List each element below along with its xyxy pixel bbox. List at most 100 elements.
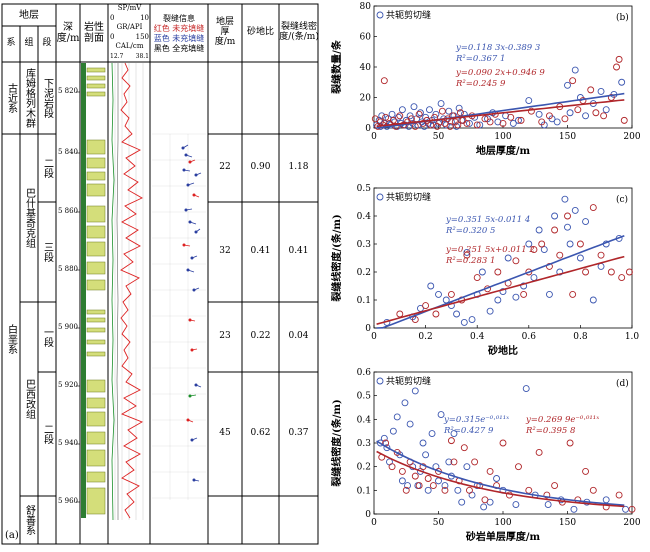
row-density: 0.41 (288, 246, 309, 257)
blue-point (398, 106, 406, 114)
red-point (587, 86, 595, 94)
row-density: 1.18 (288, 162, 309, 173)
blue-point (551, 212, 559, 220)
red-point (618, 274, 626, 282)
panel-label: (c) (616, 194, 628, 205)
fit-line-red (376, 255, 625, 325)
depth-tick-label: 5 960 (57, 497, 79, 506)
red-point (515, 463, 522, 471)
blue-point (476, 121, 484, 129)
blue-point (378, 112, 386, 120)
red-point (432, 310, 440, 318)
gr-min: 0 (110, 32, 115, 41)
red-point (396, 112, 404, 120)
group-bashijiqike: 巴什基奇克组 (23, 188, 35, 248)
red-point (481, 496, 489, 504)
x-axis-label: 砂地比 (487, 344, 518, 357)
y-tick-label: 0.2 (357, 268, 371, 278)
header-section: 段 (42, 38, 52, 49)
blue-point (380, 434, 388, 442)
row-thickness: 23 (219, 331, 231, 342)
x-axis-label: 砂岩单层厚度/m (465, 530, 541, 543)
chart-b: 0 50 100 150 200 0 20 40 60 80 共轭剪切缝 y=0.118 3x-0.3… (330, 2, 641, 157)
cal-min: 12.7 (110, 52, 124, 60)
header-strata: 地层 (19, 9, 39, 21)
chart-d: 0 50 100 150 200 0 0.1 0.2 0.3 0.4 0.5 0.6 共轭剪切缝 y=0.… (330, 368, 641, 543)
y-tick-label: 0.3 (357, 240, 372, 250)
red-point (466, 486, 473, 494)
legend-marker (376, 11, 384, 19)
y-tick-label: 0.1 (357, 296, 371, 306)
blue-point (450, 430, 458, 437)
plot-frame (373, 187, 633, 329)
x-tick-label: 50 (433, 132, 445, 142)
blue-point (395, 113, 402, 121)
blue-point (406, 112, 414, 120)
red-point (481, 115, 489, 123)
red-point (566, 439, 574, 447)
red-point (589, 486, 597, 494)
blue-point (556, 268, 564, 276)
group-kumugeliemu: 库姆格列木群 (23, 68, 35, 128)
r2-blue: R²=0.320 5 (445, 226, 495, 236)
blue-point (525, 240, 533, 248)
gr-scale: GR/API (116, 23, 143, 31)
depth-tick-label: 5 840 (57, 148, 79, 157)
red-point (415, 110, 423, 118)
blue-point (377, 439, 384, 447)
red-point (525, 268, 533, 276)
equation-red: y=0.251 5x+0.011 2 (445, 245, 535, 255)
row-sand-ratio: 0.41 (250, 246, 271, 257)
depth-tick-label: 5 920 (57, 381, 79, 390)
blue-point (478, 268, 486, 276)
equation-blue: y=0.118 3x-0.389 3 (455, 43, 540, 53)
blue-point (445, 458, 453, 466)
blue-point (445, 107, 453, 115)
red-point (380, 77, 388, 85)
red-point (530, 246, 538, 254)
red-point (427, 121, 435, 129)
red-point (429, 482, 437, 490)
red-point (545, 262, 553, 270)
x-tick-label: 0 (371, 518, 377, 528)
red-point (438, 107, 446, 115)
header-group: 组 (24, 38, 34, 49)
red-point (582, 467, 590, 475)
red-point (520, 290, 528, 298)
x-tick-label: 0 (371, 132, 377, 142)
r2-blue: R²=0.367 1 (455, 54, 505, 64)
y-tick-label: 80 (360, 2, 372, 12)
red-point (486, 467, 494, 475)
blue-point (589, 296, 597, 304)
red-point (396, 310, 404, 318)
row-density: 0.37 (288, 428, 309, 439)
fit-line-red (376, 99, 625, 128)
blue-point (427, 282, 435, 290)
row-sand-ratio: 0.22 (250, 331, 271, 342)
red-point (447, 437, 455, 445)
blue-point (432, 110, 440, 118)
red-point (607, 268, 615, 276)
cal-max: 38.1 (135, 52, 149, 60)
depth-tick-label: 5 820 (57, 87, 79, 96)
r2-red: R²=0.245 9 (455, 79, 506, 89)
blue-point (571, 206, 579, 214)
blue-point (393, 413, 401, 421)
x-tick-label: 150 (559, 518, 576, 528)
fracture-info-header: 裂缝信息 红色 未充填缝 蓝色 未充填缝 黑色 全充填缝 (150, 14, 208, 62)
x-tick-label: 100 (494, 132, 511, 142)
blue-point (597, 87, 605, 95)
red-point (499, 439, 507, 447)
panel-label-a: (a) (5, 530, 19, 541)
blue-point (535, 110, 543, 118)
x-tick-label: 150 (559, 132, 576, 142)
red-point (613, 63, 620, 71)
legend-marker (376, 377, 384, 385)
row-density: 0.04 (288, 331, 309, 342)
r2-red: R²=0.283 1 (445, 256, 495, 266)
red-point (597, 251, 605, 259)
r2-red: R²=0.395 8 (525, 426, 576, 436)
blue-point (520, 282, 528, 290)
x-tick-label: 0.8 (573, 332, 588, 342)
blue-point (480, 503, 488, 511)
